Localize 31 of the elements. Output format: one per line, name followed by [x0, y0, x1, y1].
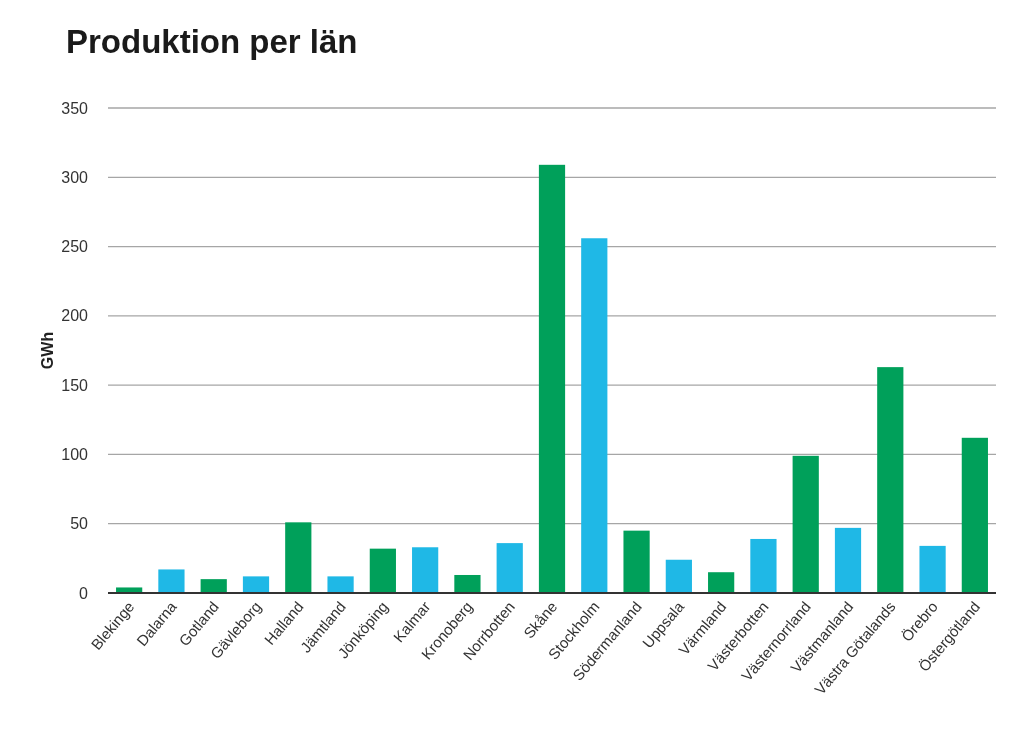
bar — [961, 437, 988, 593]
bar — [623, 530, 650, 593]
bar — [369, 548, 396, 593]
bar — [792, 455, 819, 593]
bar — [454, 574, 481, 593]
chart-title: Produktion per län — [66, 23, 358, 60]
bar — [412, 547, 439, 593]
bar — [877, 367, 904, 593]
bar — [665, 559, 692, 593]
bar — [538, 164, 566, 593]
bar — [750, 538, 777, 593]
y-tick-label: 350 — [61, 99, 89, 117]
y-tick-label: 300 — [61, 168, 89, 186]
bar — [919, 545, 946, 593]
bar — [200, 579, 227, 593]
y-tick-label: 150 — [61, 376, 89, 394]
y-axis-title: GWh — [39, 331, 56, 370]
bar — [708, 572, 735, 593]
y-tick-label: 200 — [61, 307, 89, 325]
bar — [158, 569, 185, 593]
bar — [242, 576, 270, 593]
y-tick-label: 50 — [70, 515, 89, 533]
bar — [285, 522, 312, 593]
bar — [496, 543, 523, 593]
bar — [834, 527, 862, 593]
bar — [327, 576, 354, 593]
y-tick-label: 250 — [61, 238, 89, 256]
y-tick-label: 100 — [61, 446, 89, 464]
y-tick-label: 0 — [79, 584, 89, 602]
bar — [581, 238, 608, 593]
bar — [116, 587, 143, 593]
